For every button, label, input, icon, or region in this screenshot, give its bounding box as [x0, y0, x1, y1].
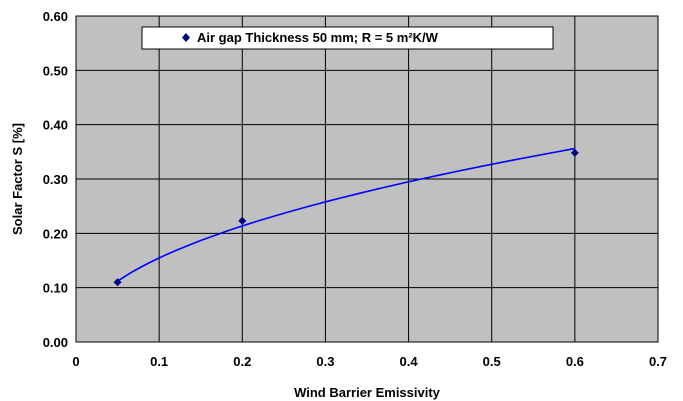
x-tick-label: 0.5 — [483, 354, 501, 369]
x-tick-labels: 0 0.1 0.2 0.3 0.4 0.5 0.6 0.7 — [72, 354, 667, 369]
y-tick-label: 0.10 — [43, 281, 68, 296]
legend: Air gap Thickness 50 mm; R = 5 m²K/W — [141, 26, 554, 50]
y-axis-title: Solar Factor S [%] — [10, 123, 25, 235]
x-tick-label: 0.4 — [400, 354, 419, 369]
trendline — [117, 147, 576, 282]
legend-label: Air gap Thickness 50 mm; R = 5 m²K/W — [197, 30, 439, 45]
data-point — [570, 148, 579, 157]
y-tick-label: 0.00 — [43, 335, 68, 350]
x-tick-label: 0.3 — [316, 354, 334, 369]
x-tick-label: 0.7 — [649, 354, 667, 369]
y-tick-label: 0.40 — [43, 118, 68, 133]
x-tick-label: 0.2 — [233, 354, 251, 369]
x-tick-label: 0.6 — [566, 354, 584, 369]
data-point — [113, 278, 122, 287]
x-axis-title: Wind Barrier Emissivity — [294, 385, 441, 400]
legend-marker-diamond — [182, 33, 190, 42]
y-tick-label: 0.20 — [43, 226, 68, 241]
y-tick-label: 0.30 — [43, 172, 68, 187]
y-tick-label: 0.50 — [43, 63, 68, 78]
gridlines — [75, 15, 659, 343]
x-tick-label: 0.1 — [150, 354, 168, 369]
data-point — [238, 216, 247, 225]
data-markers — [113, 148, 579, 287]
y-tick-label: 0.60 — [43, 9, 68, 24]
x-tick-label: 0 — [72, 354, 79, 369]
y-tick-labels: 0.00 0.10 0.20 0.30 0.40 0.50 0.60 — [43, 9, 68, 350]
legend-box — [141, 26, 554, 50]
